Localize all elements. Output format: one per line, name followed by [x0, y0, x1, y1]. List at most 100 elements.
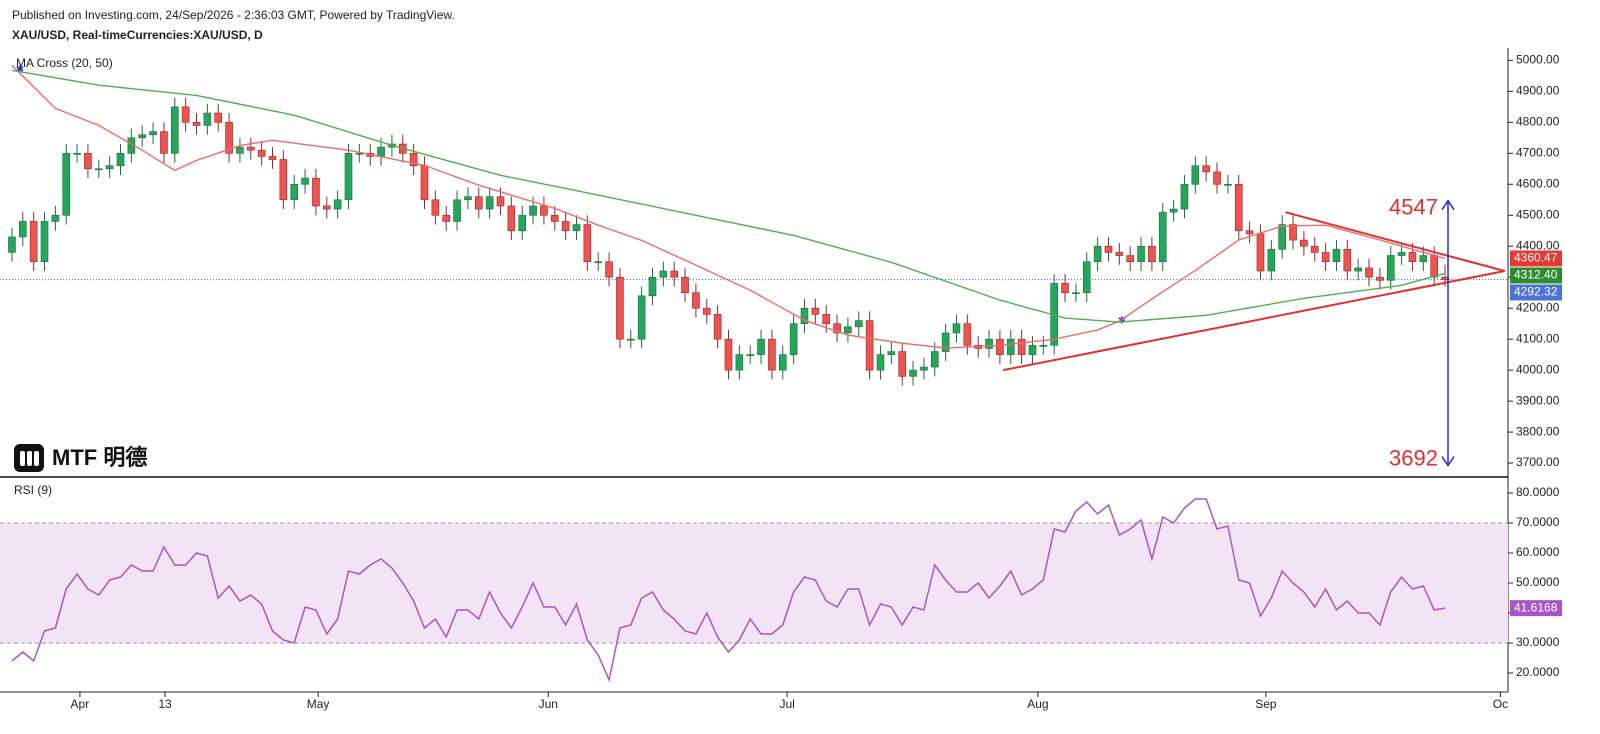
candle-body [1028, 345, 1037, 355]
candle-body [518, 214, 527, 232]
candle-body [963, 323, 972, 346]
candle-body [1397, 252, 1406, 256]
candle-body [941, 332, 950, 352]
candle-body [464, 196, 472, 201]
candle-body [844, 326, 852, 334]
candle-body [670, 270, 679, 278]
price-badge [1510, 250, 1562, 267]
candle-body [833, 323, 841, 334]
candle-body [746, 354, 755, 356]
candle-body [290, 183, 299, 201]
candle-body [312, 177, 320, 207]
candle-body [181, 106, 190, 123]
candle-body [344, 153, 353, 201]
y-tick-label: 4000.00 [1516, 362, 1560, 376]
candle-body [1158, 211, 1167, 263]
candle-body [713, 314, 722, 340]
candle-body [1126, 255, 1134, 263]
x-tick-label: Aug [1027, 697, 1048, 711]
candle-body [94, 168, 103, 171]
trendline [1002, 270, 1505, 372]
candle-body [149, 131, 157, 136]
candle-body [550, 214, 559, 222]
candle-body [996, 338, 1004, 355]
candle-body [529, 205, 537, 216]
candle-body [1343, 249, 1352, 272]
candle-body [279, 159, 288, 201]
candle-body [1137, 245, 1145, 263]
candle-body [724, 338, 733, 371]
candle-body [1061, 283, 1069, 294]
candle-body [1354, 267, 1362, 272]
candle-body [920, 366, 928, 371]
candle-body [225, 122, 233, 154]
candle-body [203, 112, 212, 126]
candle-body [811, 307, 820, 315]
published-note: Published on Investing.com, 24/Sep/2026 … [12, 8, 455, 22]
candle-body [377, 146, 385, 157]
candle-body [301, 177, 309, 185]
candle-body [865, 320, 874, 371]
target-label: 4547 [1389, 195, 1438, 220]
candle-body [735, 354, 744, 371]
candle-body [1332, 249, 1341, 263]
candle-body [1245, 230, 1254, 235]
candle-body [1224, 183, 1232, 186]
candle-body [692, 292, 700, 309]
candle-body [1169, 208, 1178, 213]
candle-body [1419, 255, 1428, 263]
candle-body [420, 165, 429, 201]
candle-body [1180, 183, 1189, 210]
arrow-head [1441, 199, 1455, 211]
candle-body [648, 276, 657, 297]
candle-body [160, 131, 168, 154]
moving-average [11, 64, 1446, 349]
candle-body [572, 224, 581, 232]
candle-body [409, 153, 418, 167]
candle-body [876, 354, 885, 371]
rsi-badge-label: 41.6168 [1514, 600, 1558, 614]
price-badge-label: 4312.40 [1514, 268, 1558, 282]
candle-body [1017, 338, 1026, 355]
candle-body [1310, 245, 1319, 253]
candle-body [1039, 345, 1048, 347]
y-tick-label: 60.0000 [1516, 545, 1560, 559]
candle-body [757, 338, 765, 355]
arrow-head [1441, 456, 1455, 467]
y-tick-label: 4500.00 [1516, 207, 1560, 221]
candle-body [822, 314, 830, 324]
candle-body [1430, 255, 1438, 278]
moving-average [11, 69, 1446, 323]
y-tick-label: 4400.00 [1516, 238, 1560, 252]
cross-marker: ✱ [16, 65, 24, 76]
y-tick-label: 4700.00 [1516, 145, 1560, 159]
candle-body [116, 153, 125, 167]
candle-body [170, 106, 179, 154]
x-tick-label: 13 [158, 697, 172, 711]
y-tick-label: 4200.00 [1516, 300, 1560, 314]
candle-body [768, 338, 776, 371]
candle-body [952, 323, 961, 334]
candle-body [626, 338, 635, 341]
candle-body [453, 199, 461, 222]
candle-body [62, 153, 71, 216]
candle-body [105, 165, 114, 170]
candle-body [1256, 233, 1265, 272]
rsi-badge [1510, 600, 1562, 617]
candle-body [138, 134, 147, 139]
price-badge [1510, 267, 1562, 284]
y-tick-label: 30.0000 [1516, 635, 1560, 649]
y-tick-label: 4800.00 [1516, 115, 1560, 129]
candle-body [540, 205, 548, 216]
logo-icon-part [27, 451, 32, 466]
candle-body [1191, 165, 1200, 185]
indicator-label: MA Cross (20, 50) [16, 56, 113, 70]
x-tick-label: Sep [1255, 697, 1277, 711]
candle-body [1321, 252, 1330, 263]
candle-body [1104, 245, 1113, 253]
candle-body [1386, 255, 1395, 281]
candle-body [1093, 245, 1102, 263]
y-tick-label: 4100.00 [1516, 331, 1560, 345]
candle-body [51, 214, 60, 222]
